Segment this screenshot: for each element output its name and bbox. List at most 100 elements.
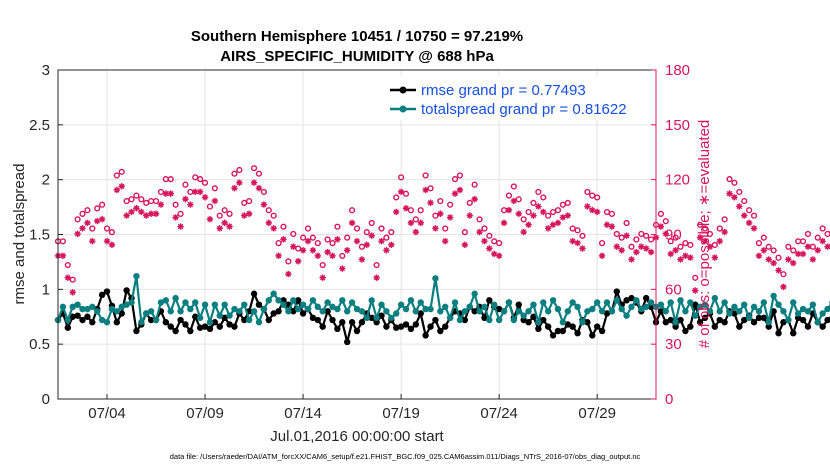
obs-evaluated-point — [128, 208, 135, 216]
spread-point — [339, 297, 346, 304]
spread-point — [731, 303, 738, 311]
spread-point — [486, 316, 493, 324]
rmse-point — [442, 323, 449, 330]
obs-evaluated-point — [618, 247, 625, 254]
spread-point — [182, 299, 189, 306]
right-tick-label: 180 — [665, 62, 690, 79]
data-file-footer: data file: /Users/raeder/DAI/ATM_forcXX/… — [170, 452, 641, 461]
obs-possible-point — [398, 174, 405, 181]
spread-point — [755, 308, 763, 315]
rmse-point — [113, 319, 121, 326]
spread-point — [74, 301, 81, 308]
obs-evaluated-point — [265, 219, 272, 227]
obs-evaluated-point — [721, 228, 728, 236]
spread-point — [569, 299, 576, 306]
obs-possible-point — [731, 179, 738, 186]
obs-possible-point — [741, 197, 748, 205]
obs-possible-point — [378, 225, 385, 232]
rmse-point — [819, 323, 826, 330]
rmse-point — [177, 316, 184, 324]
rmse-point — [589, 332, 596, 339]
rmse-point — [799, 316, 807, 324]
obs-possible-point — [108, 229, 116, 236]
obs-evaluated-point — [206, 216, 214, 223]
obs-possible-point — [662, 218, 669, 225]
rmse-point — [657, 308, 665, 315]
obs-possible-point — [755, 240, 763, 247]
spread-point — [672, 319, 679, 326]
rmse-point — [677, 316, 684, 324]
obs-evaluated-point — [245, 210, 253, 217]
rmse-point — [574, 330, 581, 337]
obs-possible-point — [535, 188, 542, 196]
rmse-point — [672, 323, 679, 330]
obs-evaluated-point — [172, 214, 179, 221]
x-tick-label: 07/29 — [578, 405, 616, 422]
rmse-point — [692, 301, 699, 308]
rmse-point — [196, 324, 204, 331]
obs-evaluated-point — [657, 223, 665, 230]
left-tick-label: 0 — [42, 391, 50, 408]
rmse-point — [64, 324, 72, 331]
right-tick-label: 120 — [665, 172, 690, 189]
obs-evaluated-point — [177, 223, 184, 230]
rmse-point — [216, 323, 223, 330]
obs-evaluated-point — [461, 241, 469, 249]
spread-point — [152, 316, 160, 324]
spread-point — [299, 301, 307, 308]
spread-point — [368, 297, 375, 304]
obs-possible-point — [442, 225, 449, 232]
rmse-point — [471, 308, 478, 315]
obs-evaluated-point — [608, 223, 616, 230]
obs-evaluated-point — [329, 252, 336, 259]
obs-evaluated-point — [314, 252, 321, 259]
obs-evaluated-point — [304, 237, 312, 245]
obs-possible-point — [79, 210, 86, 217]
obs-possible-point — [368, 219, 375, 227]
obs-evaluated-point — [373, 274, 380, 281]
obs-evaluated-point — [716, 237, 723, 245]
rmse-point — [89, 319, 96, 326]
right-tick-label: 30 — [665, 336, 682, 353]
rmse-point — [495, 305, 503, 313]
rmse-point — [804, 323, 812, 330]
spread-point — [113, 308, 121, 315]
rmse-point — [103, 288, 111, 295]
spread-point — [319, 308, 326, 315]
rmse-point — [211, 319, 219, 326]
spread-point — [343, 308, 351, 315]
obs-evaluated-point — [726, 190, 733, 197]
obs-possible-point — [545, 212, 552, 219]
spread-point — [633, 297, 640, 304]
obs-evaluated-point — [74, 230, 81, 238]
obs-possible-point — [608, 210, 615, 217]
obs-possible-point — [172, 201, 179, 208]
spread-point — [187, 305, 194, 313]
obs-possible-point — [363, 229, 370, 236]
spread-point — [329, 303, 336, 311]
obs-evaluated-point — [809, 256, 817, 263]
obs-evaluated-point — [216, 225, 223, 232]
obs-evaluated-point — [540, 208, 547, 216]
obs-evaluated-point — [221, 219, 228, 227]
spread-point — [383, 308, 390, 315]
rmse-point — [373, 319, 380, 326]
obs-possible-point — [613, 230, 620, 238]
obs-possible-point — [201, 179, 209, 186]
obs-evaluated-point — [446, 214, 454, 221]
rmse-point — [780, 319, 787, 326]
obs-evaluated-point — [442, 237, 449, 245]
rmse-point — [549, 332, 557, 339]
obs-evaluated-point — [280, 236, 287, 243]
spread-point — [701, 301, 709, 308]
obs-evaluated-point — [790, 259, 797, 267]
obs-evaluated-point — [451, 190, 459, 197]
obs-evaluated-point — [760, 247, 768, 254]
obs-possible-point — [525, 208, 532, 216]
rmse-point — [760, 314, 768, 322]
obs-possible-point — [74, 216, 81, 223]
obs-evaluated-point — [476, 228, 483, 236]
obs-evaluated-point — [94, 217, 101, 225]
obs-evaluated-point — [495, 252, 503, 259]
